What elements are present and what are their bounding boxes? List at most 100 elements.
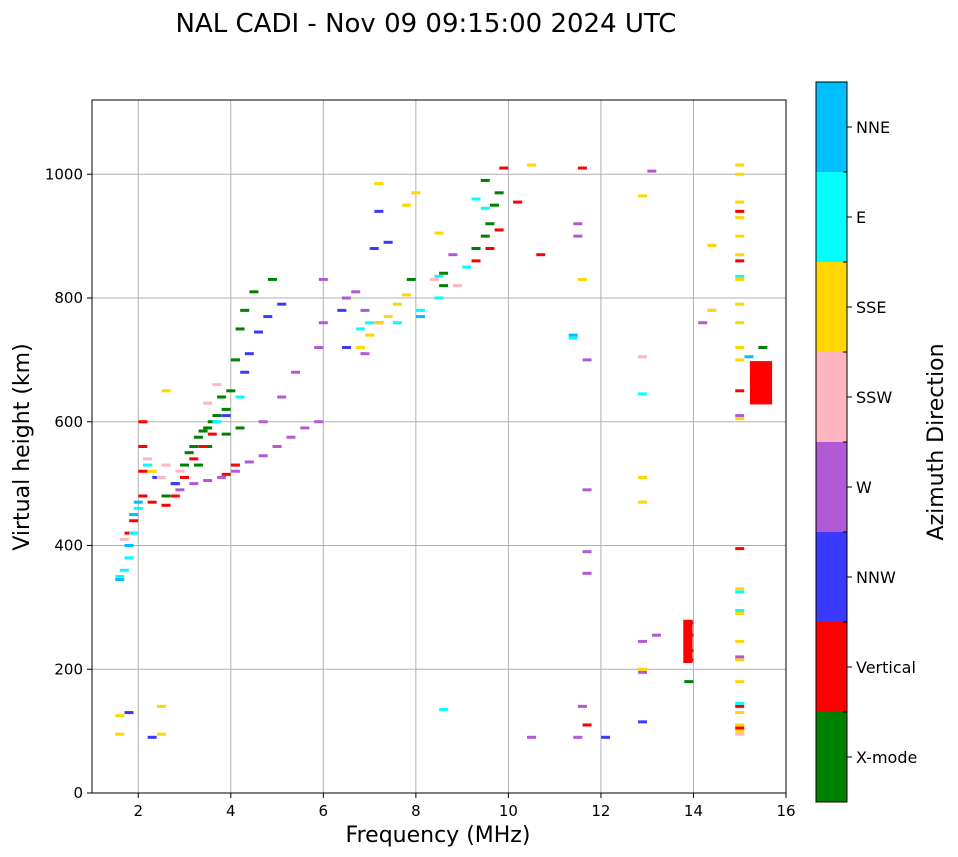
echo-point-w xyxy=(189,482,199,486)
echo-point-sse xyxy=(735,346,745,349)
echo-point-x-mode xyxy=(193,435,203,439)
echo-point-nnw xyxy=(221,414,231,418)
echo-point-sse xyxy=(115,732,125,736)
echo-point-sse xyxy=(402,293,412,297)
echo-point-sse xyxy=(638,500,648,504)
echo-point-vertical xyxy=(124,531,134,535)
echo-point-w xyxy=(318,277,328,281)
echo-point-nnw xyxy=(147,735,157,739)
echo-point-x-mode xyxy=(235,426,245,430)
echo-point-vertical xyxy=(485,247,495,250)
echo-point-sse xyxy=(735,680,745,684)
echo-point-sse xyxy=(374,182,384,186)
echo-point-nnw xyxy=(638,720,648,724)
echo-point-vertical xyxy=(735,209,745,213)
y-tick-label: 1000 xyxy=(45,165,83,183)
echo-point-x-mode xyxy=(249,290,259,294)
echo-point-nnw xyxy=(263,315,273,319)
echo-point-sse xyxy=(735,612,745,616)
echo-point-nnw xyxy=(337,308,347,312)
echo-point-w xyxy=(314,346,324,349)
echo-point-nnw xyxy=(240,370,250,374)
y-tick-label: 600 xyxy=(54,413,83,431)
echo-point-ssw xyxy=(143,457,153,461)
echo-point-w xyxy=(277,395,287,399)
echo-point-x-mode xyxy=(267,277,277,281)
echo-point-sse xyxy=(156,704,166,708)
echo-point-e xyxy=(124,556,134,560)
echo-point-e xyxy=(471,197,481,201)
echo-point-vertical xyxy=(735,704,745,708)
colorbar-swatch-vertical xyxy=(816,622,847,712)
echo-point-e xyxy=(119,568,129,572)
echo-point-sse xyxy=(735,216,745,220)
echo-point-w xyxy=(577,704,587,708)
echo-point-w xyxy=(341,296,351,300)
echo-point-ssw xyxy=(638,355,648,359)
echo-point-w xyxy=(527,735,537,739)
echo-point-x-mode xyxy=(230,358,240,362)
echo-point-sse xyxy=(735,587,745,591)
echo-point-x-mode xyxy=(480,178,490,182)
echo-point-sse xyxy=(638,475,648,479)
echo-point-x-mode xyxy=(226,389,236,393)
echo-point-e xyxy=(735,608,745,612)
echo-point-sse xyxy=(735,639,745,643)
echo-point-vertical xyxy=(138,494,148,498)
colorbar-swatch-x-mode xyxy=(816,712,847,802)
echo-point-nne xyxy=(568,333,578,337)
echo-block-vertical xyxy=(749,361,773,405)
echo-point-nnw xyxy=(369,247,379,250)
x-tick-label: 6 xyxy=(319,802,329,820)
echo-point-w xyxy=(286,435,296,439)
echo-point-sse xyxy=(392,302,402,306)
colorbar-frame xyxy=(815,81,848,803)
echo-point-vertical xyxy=(582,723,592,727)
echo-point-x-mode xyxy=(207,420,217,424)
echo-point-sse xyxy=(707,308,717,312)
echo-point-vertical xyxy=(221,472,231,476)
echo-point-w xyxy=(244,460,254,464)
colorbar-label: Azimuth Direction xyxy=(924,343,949,540)
echo-point-w xyxy=(258,420,268,424)
echo-point-vertical xyxy=(230,463,240,467)
echo-block-vertical xyxy=(683,619,693,664)
echo-point-sse xyxy=(735,253,745,257)
echo-point-ssw xyxy=(161,463,171,467)
echo-point-nnw xyxy=(170,482,180,486)
echo-point-nnw xyxy=(124,711,134,715)
echo-point-w xyxy=(582,571,592,575)
echo-point-sse xyxy=(638,667,648,671)
echo-point-e xyxy=(212,420,222,424)
echo-point-nnw xyxy=(383,240,393,244)
echo-point-sse xyxy=(374,321,384,325)
echo-point-sse xyxy=(577,277,587,281)
echo-point-w xyxy=(638,670,648,674)
echo-point-x-mode xyxy=(240,308,250,312)
echo-point-vertical xyxy=(735,726,745,730)
echo-point-e xyxy=(462,265,472,269)
echo-point-sse xyxy=(411,191,421,195)
echo-point-w xyxy=(318,321,328,325)
echo-point-nnw xyxy=(254,330,264,334)
echo-point-w xyxy=(638,639,648,643)
colorbar-swatch-sse xyxy=(816,262,847,352)
echo-point-x-mode xyxy=(217,395,227,399)
echo-point-e xyxy=(568,336,578,340)
echo-point-ssw xyxy=(212,383,222,387)
echo-point-e xyxy=(355,327,365,331)
echo-point-vertical xyxy=(138,420,148,424)
echo-point-vertical xyxy=(577,166,587,170)
echo-point-sse xyxy=(735,277,745,281)
echo-point-vertical xyxy=(147,500,157,504)
x-tick-label: 14 xyxy=(684,802,703,820)
echo-point-sse xyxy=(735,163,745,167)
echo-point-nne xyxy=(133,500,143,504)
echo-point-w xyxy=(573,735,583,739)
echo-point-vertical xyxy=(180,475,190,479)
colorbar-label-nne: NNE xyxy=(856,118,890,137)
echo-point-sse xyxy=(434,231,444,235)
echo-point-sse xyxy=(735,658,745,662)
echo-point-w xyxy=(175,488,185,492)
